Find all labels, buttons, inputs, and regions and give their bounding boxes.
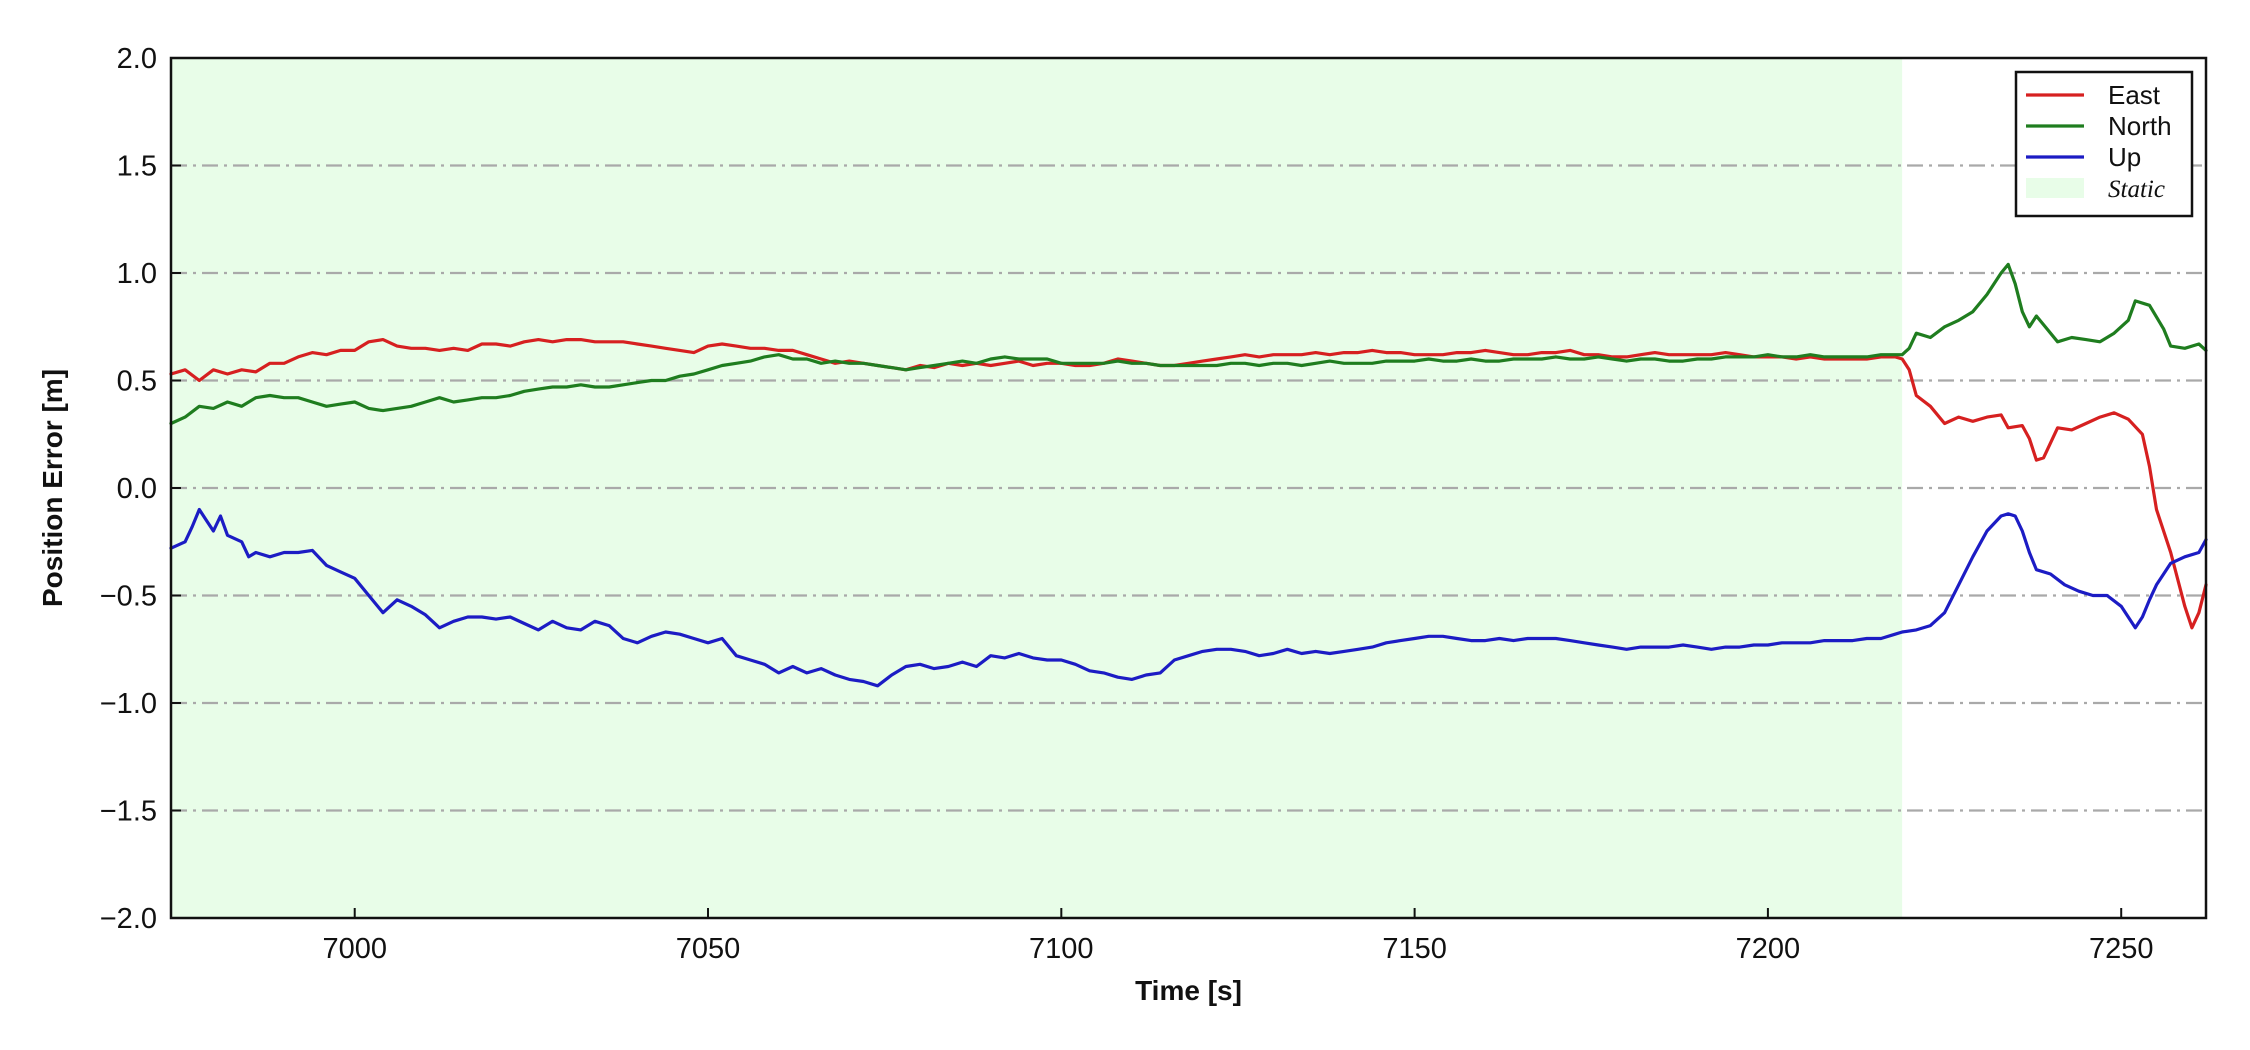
series-line-east <box>169 338 2208 630</box>
y-tick-label: −1.5 <box>100 796 157 828</box>
y-tick-label: 0.0 <box>117 473 157 505</box>
series-line-north <box>169 262 2208 426</box>
legend-label-east: East <box>2108 80 2161 110</box>
legend-label-up: Up <box>2108 142 2141 172</box>
x-axis-label: Time [s] <box>1135 975 1242 1006</box>
legend-label-static: Static <box>2108 176 2165 203</box>
y-tick-label: 1.0 <box>117 258 157 290</box>
x-tick-label: 7200 <box>1736 933 1801 965</box>
x-tick-label: 7050 <box>676 933 741 965</box>
y-tick-label: −0.5 <box>100 581 157 613</box>
y-tick-label: 1.5 <box>117 151 157 183</box>
y-tick-label: 0.5 <box>117 366 157 398</box>
x-tick-label: 7250 <box>2089 933 2154 965</box>
legend-swatch-static <box>2026 178 2084 198</box>
y-tick-label: −2.0 <box>100 903 157 935</box>
x-tick-label: 7000 <box>322 933 387 965</box>
y-axis-label: Position Error [m] <box>37 369 68 607</box>
x-tick-label: 7150 <box>1382 933 1447 965</box>
legend-label-north: North <box>2108 111 2172 141</box>
series-line-up <box>169 507 2208 688</box>
x-tick-label: 7100 <box>1029 933 1094 965</box>
y-tick-label: 2.0 <box>117 43 157 75</box>
y-tick-label: −1.0 <box>100 688 157 720</box>
